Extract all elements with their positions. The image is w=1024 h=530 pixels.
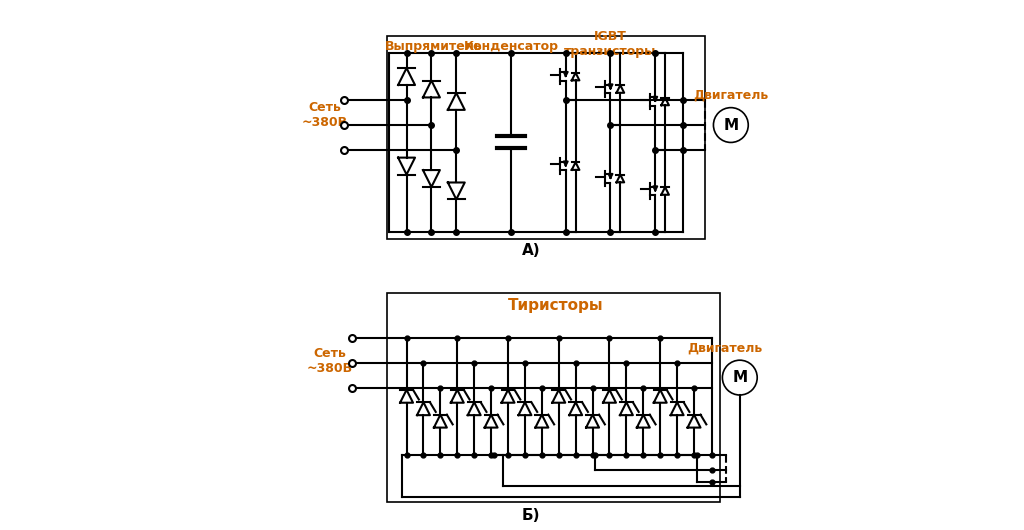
Text: IGBT
транзисторы: IGBT транзисторы [564,30,656,58]
Text: Сеть
~380В: Сеть ~380В [301,101,347,129]
Text: Б): Б) [521,508,540,523]
Bar [387,36,705,240]
Text: М: М [732,370,748,385]
Text: Сеть
~380В: Сеть ~380В [306,347,352,375]
Text: Двигатель: Двигатель [693,88,768,101]
Text: Выпрямитель: Выпрямитель [385,40,482,53]
Text: А): А) [521,243,541,258]
Bar [387,293,720,502]
Text: Двигатель: Двигатель [687,341,763,354]
Text: М: М [723,118,738,132]
Text: Тиристоры: Тиристоры [508,298,603,313]
Text: Конденсатор: Конденсатор [464,40,558,53]
